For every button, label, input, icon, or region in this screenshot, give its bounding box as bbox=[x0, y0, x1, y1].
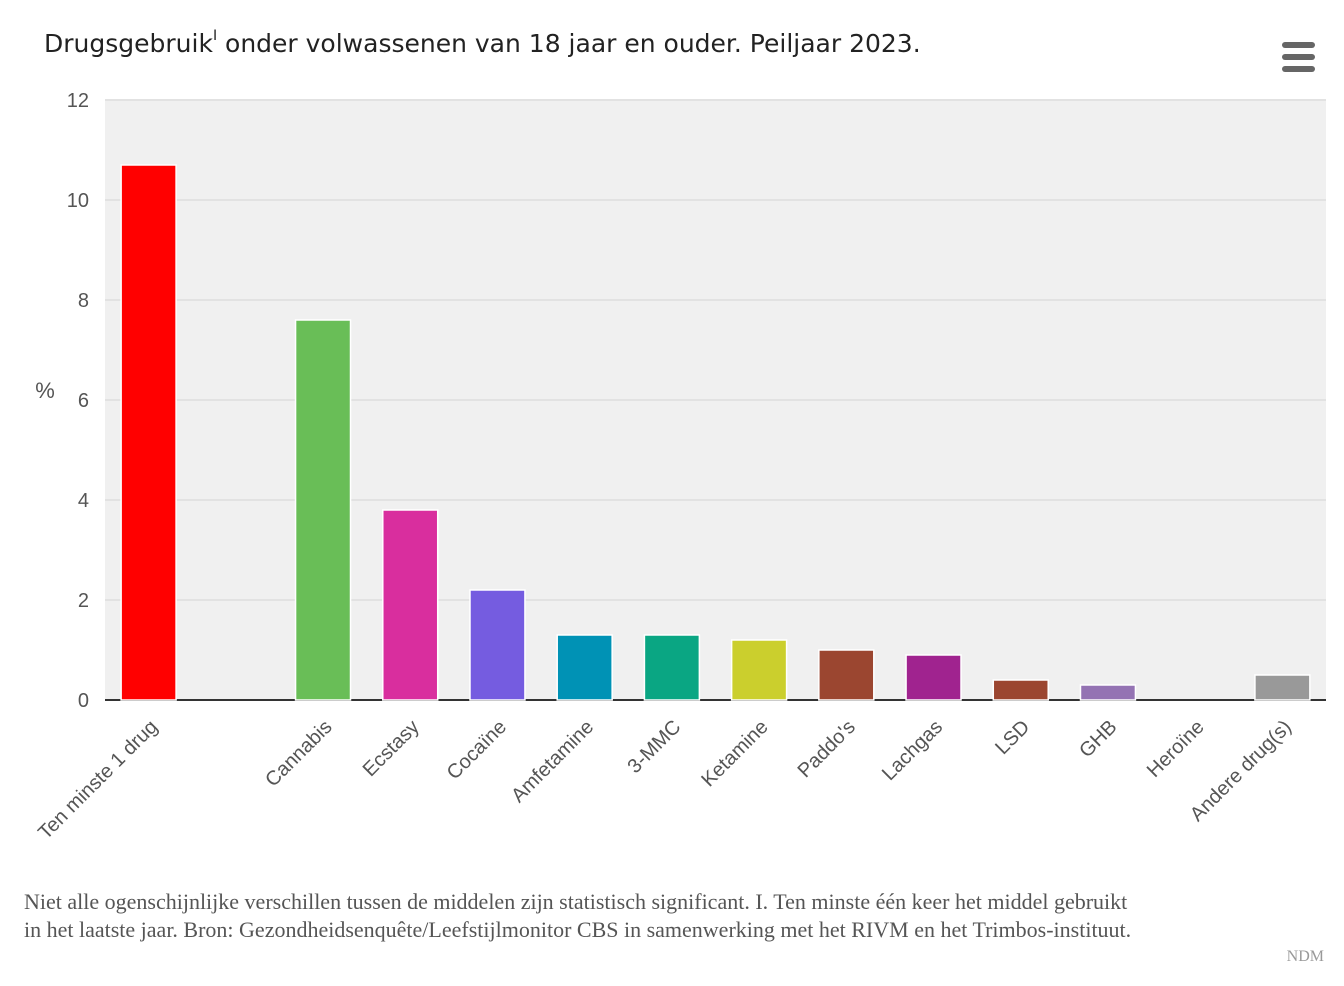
x-category-label: Amfetamine bbox=[507, 716, 598, 807]
y-tick-label: 0 bbox=[78, 690, 89, 712]
y-tick-label: 10 bbox=[67, 190, 89, 212]
bar bbox=[294, 319, 352, 701]
x-category-label: 3-MMC bbox=[624, 716, 686, 778]
x-category-label: LSD bbox=[991, 716, 1034, 759]
y-tick-label: 2 bbox=[78, 590, 89, 612]
bar bbox=[818, 649, 875, 701]
chart-title: DrugsgebruikI onder volwassenen van 18 j… bbox=[44, 28, 921, 58]
x-category-label: Heroïne bbox=[1143, 716, 1209, 782]
x-category-label: Cannabis bbox=[261, 716, 336, 791]
y-axis-title: % bbox=[35, 378, 55, 403]
x-category-label: Ketamine bbox=[697, 716, 772, 791]
chart-title-rest: onder volwassenen van 18 jaar en ouder. … bbox=[217, 29, 921, 58]
y-tick-label: 8 bbox=[78, 290, 89, 312]
bar bbox=[643, 634, 701, 701]
x-category-label: Lachgas bbox=[878, 716, 947, 785]
bar bbox=[992, 679, 1049, 701]
bar bbox=[730, 639, 788, 701]
footnote-line-2: in het laatste jaar. Bron: Gezondheidsen… bbox=[24, 917, 1132, 942]
bar-chart: 0 2 4 6 8 10 12% Ten minste 1 drug Cannabis Ecsta… bbox=[34, 90, 1326, 844]
footnote: Niet alle ogenschijnlijke verschillen tu… bbox=[24, 888, 1324, 944]
x-category-label: Ten minste 1 drug bbox=[34, 716, 162, 844]
bar bbox=[905, 654, 962, 701]
footnote-line-1: Niet alle ogenschijnlijke verschillen tu… bbox=[24, 889, 1128, 914]
menu-line bbox=[1282, 66, 1315, 72]
x-category-label: GHB bbox=[1075, 716, 1121, 762]
hamburger-menu-icon[interactable] bbox=[1278, 40, 1318, 74]
x-category-label: Cocaïne bbox=[443, 716, 511, 784]
x-category-label: Ecstasy bbox=[359, 716, 424, 781]
y-tick-label: 12 bbox=[67, 90, 89, 112]
bar bbox=[1254, 674, 1311, 701]
menu-line bbox=[1282, 54, 1315, 60]
menu-line bbox=[1282, 42, 1315, 48]
y-tick-label: 4 bbox=[78, 490, 89, 512]
chart-title-main: Drugsgebruik bbox=[44, 29, 213, 58]
chart-title-superscript: I bbox=[212, 28, 218, 44]
bar bbox=[382, 509, 439, 701]
bar bbox=[120, 164, 177, 701]
y-tick-label: 6 bbox=[78, 390, 89, 412]
x-category-label: Paddo's bbox=[794, 716, 860, 782]
credit-label: NDM bbox=[1286, 948, 1324, 965]
bar bbox=[469, 589, 526, 701]
bar bbox=[556, 634, 613, 701]
bar bbox=[1079, 684, 1137, 701]
